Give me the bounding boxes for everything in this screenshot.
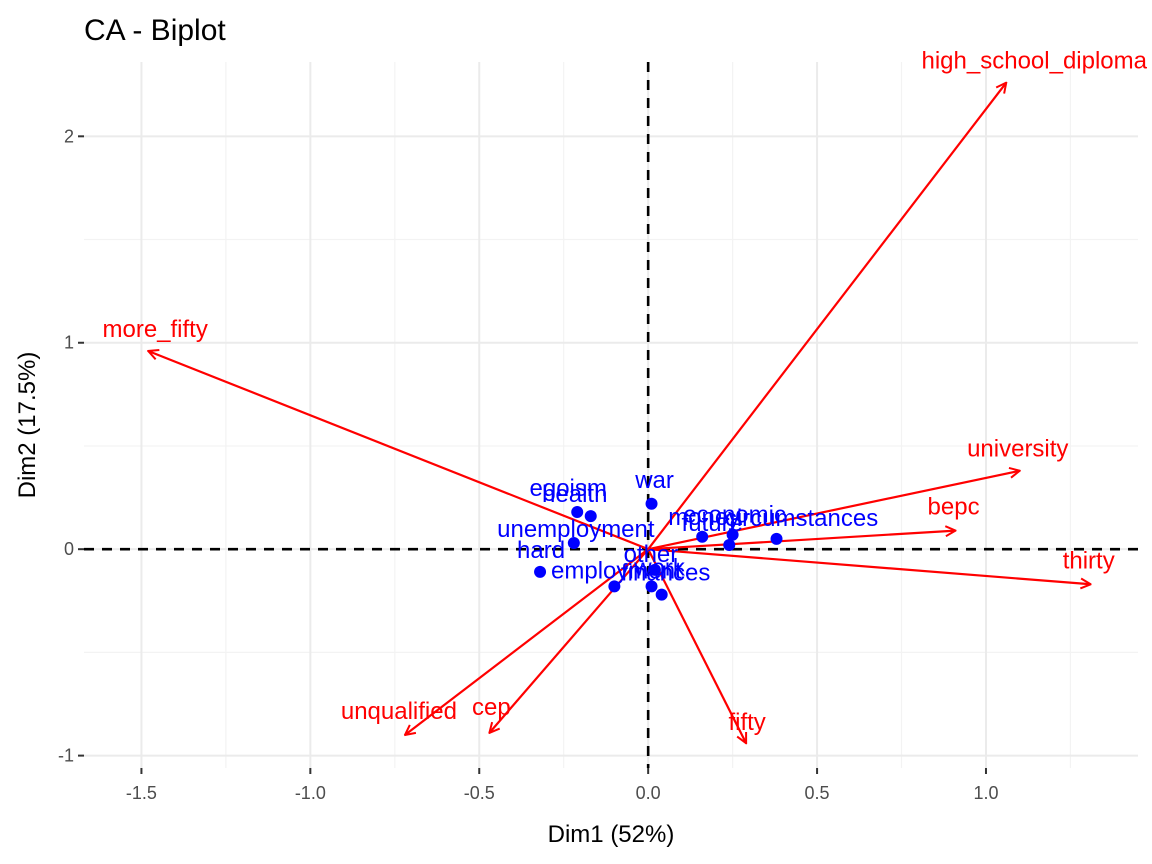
- column-label-university: university: [967, 436, 1068, 463]
- row-point-money: [696, 530, 709, 543]
- grid-lines: [84, 62, 1138, 768]
- column-label-thirty: thirty: [1063, 547, 1115, 574]
- row-label-work: work: [633, 554, 686, 581]
- chart-title: CA - Biplot: [84, 14, 226, 47]
- row-label-egoism: egoism: [530, 475, 607, 502]
- x-tick-label: -1.5: [126, 783, 157, 803]
- row-label-economic: economic: [683, 502, 786, 529]
- row-points: [534, 497, 783, 601]
- row-point-war: [645, 497, 658, 510]
- reference-lines: [84, 62, 1138, 768]
- row-point-unemployment: [567, 536, 580, 549]
- y-tick-label: 1: [64, 333, 74, 353]
- row-point-employment: [608, 580, 621, 593]
- x-tick-label: 0.5: [805, 783, 830, 803]
- x-tick-label: 1.0: [973, 783, 998, 803]
- column-arrow-unqualified: [405, 548, 649, 735]
- row-point-future: [723, 539, 736, 552]
- row-point-egoism: [571, 506, 584, 519]
- row-label-war: war: [634, 467, 674, 494]
- row-label-health: health: [542, 481, 607, 508]
- column-arrows: [148, 83, 1091, 744]
- column-arrow-fifty: [647, 548, 746, 743]
- row-point-other: [648, 563, 661, 576]
- column-arrow-thirty: [648, 548, 1091, 584]
- column-arrow-high_school_diploma: [647, 83, 1006, 550]
- x-tick-label: 0.0: [636, 783, 661, 803]
- row-point-hard: [534, 565, 547, 578]
- row-label-circumstances: circumstances: [725, 505, 878, 532]
- y-tick-label: 0: [64, 539, 74, 559]
- row-point-economic: [726, 528, 739, 541]
- row-point-work: [645, 580, 658, 593]
- column-label-cep: cep: [472, 694, 511, 721]
- row-point-health: [584, 510, 597, 523]
- row-label-employment: employment: [551, 557, 682, 584]
- column-label-more_fifty: more_fifty: [102, 316, 207, 343]
- column-label-high_school_diploma: high_school_diploma: [922, 48, 1148, 75]
- row-label-money: money: [668, 504, 740, 531]
- y-tick-label: -1: [58, 746, 74, 766]
- row-label-unemployment: unemployment: [497, 516, 655, 543]
- y-tick-label: 2: [64, 126, 74, 146]
- row-point-finances: [655, 588, 668, 601]
- x-axis-title: Dim1 (52%): [548, 821, 675, 848]
- column-arrow-bepc: [648, 531, 955, 551]
- row-label-other: other: [624, 541, 679, 568]
- column-arrow-more_fifty: [148, 351, 649, 551]
- y-axis-title: Dim2 (17.5%): [14, 352, 41, 499]
- column-arrow-cep: [489, 548, 649, 733]
- x-tick-label: -0.5: [464, 783, 495, 803]
- row-label-future: future: [682, 510, 743, 537]
- row-point-circumstances: [770, 532, 783, 545]
- column-label-unqualified: unqualified: [341, 698, 457, 725]
- column-arrow-university: [647, 471, 1020, 551]
- column-label-bepc: bepc: [928, 494, 980, 521]
- row-label-hard: hard: [517, 537, 565, 564]
- axes: -1.5 -1.0 -0.5 0.0 0.5 1.0 -1 0 1 2: [58, 126, 999, 803]
- row-label-finances: finances: [621, 560, 710, 587]
- x-tick-label: -1.0: [295, 783, 326, 803]
- point-labels: high_school_diploma more_fifty university b…: [102, 48, 1147, 737]
- column-label-fifty: fifty: [728, 709, 765, 736]
